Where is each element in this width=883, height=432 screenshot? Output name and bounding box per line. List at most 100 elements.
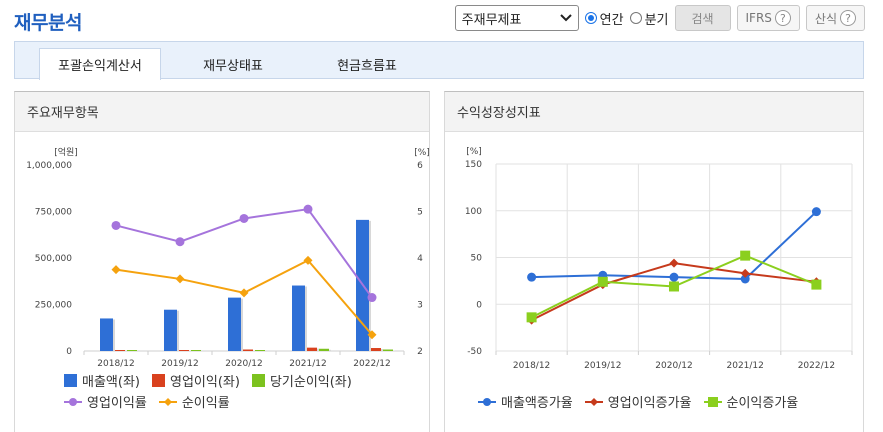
ifrs-label: IFRS	[745, 11, 772, 25]
radio-annual-dot[interactable]	[584, 12, 597, 24]
y-tick-label: 100	[465, 207, 482, 217]
radio-quarter[interactable]: 분기	[629, 9, 669, 28]
x-tick-label: 2020/12	[225, 359, 262, 369]
formula-button[interactable]: 산식 ?	[805, 5, 865, 31]
op-margin-point	[111, 220, 121, 230]
x-tick-label: 2019/12	[161, 359, 198, 369]
op-margin-point	[303, 204, 313, 214]
legend-op-margin[interactable]: 영업이익률	[64, 392, 147, 411]
chevron-down-icon	[559, 14, 572, 22]
x-tick-label: 2019/12	[584, 361, 621, 371]
tab-balance-sheet[interactable]: 재무상태표	[203, 58, 263, 74]
bar-sales	[292, 285, 305, 351]
tab-income-statement[interactable]: 포괄손익계산서	[39, 48, 161, 80]
y-tick-label: 1,000,000	[26, 161, 72, 171]
growth-panel: 수익성장성지표	[444, 91, 864, 432]
legend-net-margin-label: 순이익률	[181, 396, 230, 411]
statement-select-value: 주재무제표	[461, 12, 522, 28]
y2-axis-unit-label: [%]	[414, 148, 430, 158]
sales-growth-point	[740, 274, 750, 284]
x-tick-label: 2021/12	[727, 361, 764, 371]
radio-annual[interactable]: 연간	[584, 9, 624, 28]
sales-growth-point	[669, 272, 679, 282]
op-margin-point	[367, 293, 377, 303]
legend-net-growth[interactable]: 순이익증가율	[703, 392, 799, 411]
y2-tick-label: 4	[417, 254, 423, 264]
legend-sales-growth[interactable]: 매출액증가율	[478, 392, 573, 411]
radio-annual-label: 연간	[599, 12, 624, 28]
x-tick-label: 2022/12	[353, 359, 390, 369]
statement-tabs: 포괄손익계산서 재무상태표 현금흐름표	[14, 41, 864, 80]
net-margin-point	[367, 330, 377, 340]
net-growth-point	[740, 250, 751, 261]
legend-sales-label: 매출액(좌)	[82, 375, 140, 390]
y-tick-label: 750,000	[35, 208, 72, 218]
op-margin-point	[239, 213, 249, 223]
legend-op-margin-marker	[64, 397, 82, 406]
y2-tick-label: 5	[417, 208, 423, 218]
radio-quarter-label: 분기	[644, 12, 669, 28]
legend-net-growth-label: 순이익증가율	[726, 396, 799, 411]
search-button[interactable]: 검색	[674, 5, 731, 31]
x-tick-label: 2020/12	[655, 361, 692, 371]
x-tick-label: 2018/12	[97, 359, 134, 369]
bar-op-income	[307, 347, 317, 351]
op-growth-point	[669, 258, 679, 268]
legend-sales-swatch	[64, 374, 77, 387]
legend-op-income[interactable]: 영업이익(좌)	[151, 371, 240, 390]
help-icon: ?	[774, 10, 791, 26]
growth-legend: 매출액증가율 영업이익증가율 순이익증가율	[478, 392, 810, 411]
statement-select[interactable]: 주재무제표	[454, 5, 579, 31]
financial-items-panel: 주요재무항목	[14, 91, 430, 432]
legend-op-income-swatch	[151, 374, 165, 387]
financial-items-legend-row2: 영업이익률 순이익률	[64, 392, 242, 411]
y-tick-label: 50	[471, 254, 483, 264]
formula-label: 산식	[814, 11, 837, 26]
legend-net-income-label: 당기순이익(좌)	[269, 375, 352, 390]
y-axis-unit-label: [%]	[466, 147, 482, 157]
y-tick-label: 150	[465, 160, 482, 170]
y-tick-label: 250,000	[35, 301, 72, 311]
legend-sales-growth-marker	[478, 397, 496, 406]
net-margin-point	[175, 274, 185, 284]
legend-op-growth-marker	[584, 397, 603, 406]
tab-cash-flow[interactable]: 현금흐름표	[337, 58, 397, 74]
y2-tick-label: 2	[417, 347, 423, 357]
net-margin-line	[115, 259, 373, 336]
net-margin-point	[303, 255, 313, 265]
ifrs-button[interactable]: IFRS ?	[736, 5, 800, 31]
toolbar: 주재무제표 연간 분기 검색 IFRS ? 산식 ?	[454, 5, 865, 31]
radio-quarter-dot[interactable]	[629, 12, 642, 24]
bar-net-income	[191, 350, 201, 351]
x-tick-label: 2022/12	[798, 361, 835, 371]
bar-sales	[228, 297, 241, 351]
sales-growth-point	[811, 207, 821, 217]
legend-op-income-label: 영업이익(좌)	[169, 375, 240, 390]
growth-chart: [%] -50 0 50 100 150 2018/12 2019/12 2020/12 2021…	[465, 147, 853, 371]
net-growth-point	[597, 276, 608, 287]
y2-tick-label: 6	[417, 161, 423, 171]
sales-growth-line	[531, 210, 818, 281]
help-icon: ?	[840, 10, 856, 26]
financial-items-title: 주요재무항목	[15, 92, 429, 132]
bar-op-income	[179, 350, 189, 351]
legend-op-growth-label: 영업이익증가율	[607, 396, 692, 411]
legend-net-income[interactable]: 당기순이익(좌)	[251, 371, 352, 390]
x-tick-label: 2018/12	[513, 361, 550, 371]
bar-op-income	[115, 350, 125, 351]
y-axis-unit-label: [억원]	[54, 146, 78, 158]
financial-items-chart: [억원] [%] 0 250,000 500,000 750,000 1,000,000 2 3…	[26, 146, 430, 369]
bar-net-income	[255, 350, 265, 351]
y2-tick-label: 3	[417, 301, 423, 311]
y-tick-label: 500,000	[35, 254, 72, 264]
op-growth-line	[531, 262, 817, 322]
bar-net-income	[319, 348, 329, 351]
y-tick-label: 0	[66, 347, 72, 357]
legend-sales[interactable]: 매출액(좌)	[64, 371, 140, 390]
net-growth-point	[669, 281, 679, 292]
op-growth-point	[740, 268, 750, 278]
legend-net-margin[interactable]: 순이익률	[158, 392, 230, 411]
bar-sales	[100, 318, 113, 351]
legend-op-growth[interactable]: 영업이익증가율	[584, 392, 692, 411]
bar-op-income	[371, 348, 381, 351]
